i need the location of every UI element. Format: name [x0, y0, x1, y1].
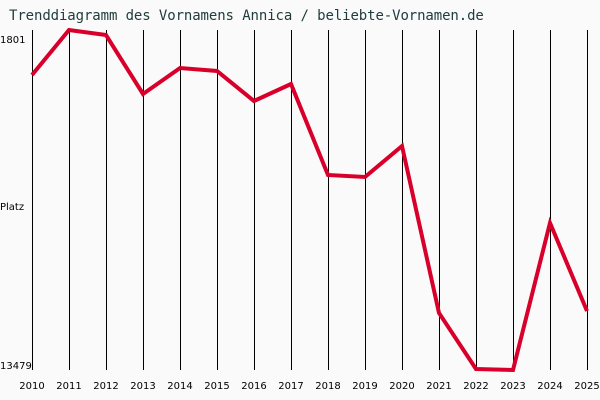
- x-axis-label-2017: 2017: [278, 381, 304, 392]
- vertical-gridlines: [32, 30, 588, 370]
- x-axis-label-2021: 2021: [426, 381, 452, 392]
- y-axis-top-label: 1801: [0, 35, 26, 46]
- x-axis-label-2018: 2018: [315, 381, 341, 392]
- x-axis-label-2019: 2019: [352, 381, 378, 392]
- x-axis-label-2025: 2025: [574, 381, 600, 392]
- y-axis-title: Platz: [0, 202, 25, 213]
- trend-line: [30, 27, 589, 373]
- x-axis-label-2024: 2024: [537, 381, 563, 392]
- x-axis-label-2012: 2012: [93, 381, 119, 392]
- x-axis-label-2020: 2020: [389, 381, 415, 392]
- x-axis-label-2023: 2023: [500, 381, 526, 392]
- x-axis-label-2016: 2016: [241, 381, 267, 392]
- x-axis-label-2013: 2013: [130, 381, 156, 392]
- x-axis-label-2022: 2022: [463, 381, 489, 392]
- x-axis-label-2014: 2014: [167, 381, 193, 392]
- x-axis-label-2010: 2010: [19, 381, 45, 392]
- x-axis-label-2015: 2015: [204, 381, 230, 392]
- x-axis-label-2011: 2011: [56, 381, 82, 392]
- chart-title: Trenddiagramm des Vornamens Annica / bel…: [9, 8, 484, 24]
- y-axis-bottom-label: 13479: [0, 361, 32, 372]
